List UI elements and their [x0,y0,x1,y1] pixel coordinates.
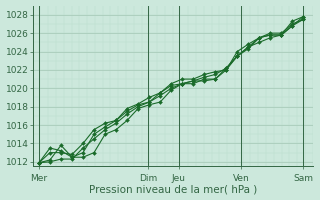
X-axis label: Pression niveau de la mer( hPa ): Pression niveau de la mer( hPa ) [89,184,257,194]
